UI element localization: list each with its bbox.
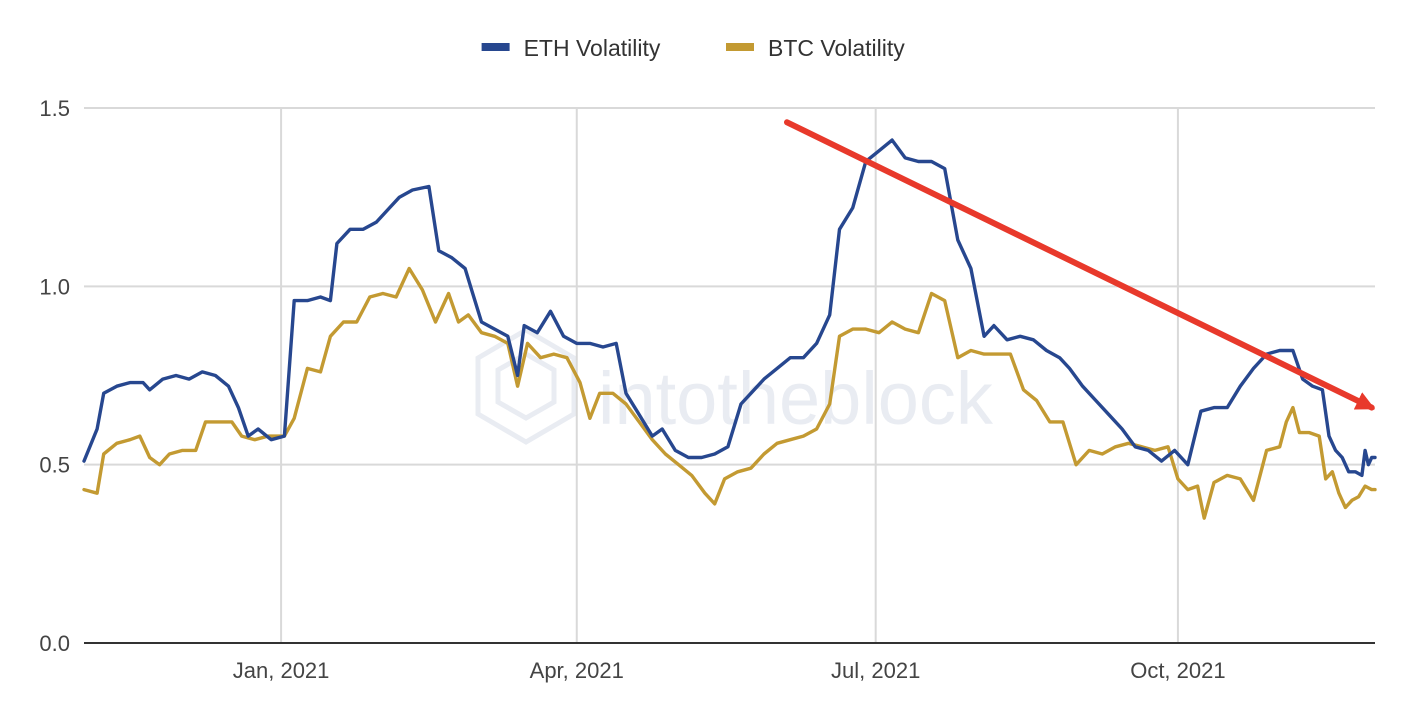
watermark-logo-icon <box>475 327 577 445</box>
y-tick-label: 1.5 <box>39 96 70 121</box>
data-series <box>82 138 1377 520</box>
legend-swatch <box>726 43 754 51</box>
y-tick-label: 0.0 <box>39 631 70 656</box>
grid-lines <box>84 107 1375 643</box>
legend: ETH Volatility BTC Volatility <box>481 35 905 61</box>
y-tick-label: 1.0 <box>39 274 70 299</box>
trend-arrow <box>783 119 1376 411</box>
y-tick-label: 0.5 <box>39 453 70 478</box>
axes: 0.0 0.5 1.0 1.5 Jan, 2021 Apr, 2021 Jul, 2021 O… <box>39 96 1375 683</box>
legend-item-btc-volatility[interactable]: BTC Volatility <box>726 35 905 61</box>
btc-volatility-line <box>82 266 1377 520</box>
legend-label: BTC Volatility <box>768 35 905 61</box>
x-tick-label: Jan, 2021 <box>233 658 330 683</box>
eth-volatility-line <box>82 138 1377 478</box>
annotations <box>783 119 1376 411</box>
legend-item-eth-volatility[interactable]: ETH Volatility <box>481 35 661 61</box>
legend-label: ETH Volatility <box>524 35 661 61</box>
x-tick-label: Jul, 2021 <box>831 658 920 683</box>
x-tick-label: Apr, 2021 <box>530 658 624 683</box>
x-tick-label: Oct, 2021 <box>1130 658 1225 683</box>
watermark: intotheblock <box>475 327 994 445</box>
legend-swatch <box>481 43 510 51</box>
watermark-text: intotheblock <box>598 357 994 440</box>
